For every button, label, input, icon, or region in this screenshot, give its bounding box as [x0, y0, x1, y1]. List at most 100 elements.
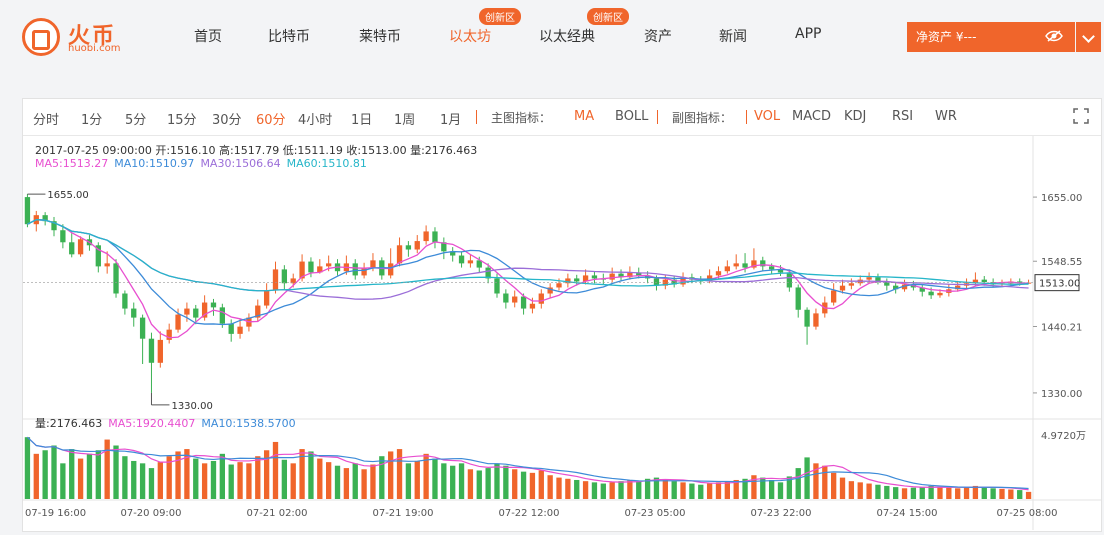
- volume-bar: [768, 479, 775, 499]
- volume-bar: [281, 459, 288, 499]
- chevron-down-icon: [1082, 30, 1095, 43]
- candle-body: [751, 260, 757, 268]
- nav-item[interactable]: 以太坊: [449, 29, 491, 45]
- account-dropdown-button[interactable]: [1076, 22, 1101, 52]
- hide-eye-icon[interactable]: [1045, 29, 1063, 43]
- candle-body: [742, 263, 748, 268]
- volume-bar: [928, 485, 934, 499]
- period-tab[interactable]: 1分: [81, 113, 103, 128]
- huobi-logo[interactable]: 火币 huobi.com: [22, 18, 172, 58]
- period-tab[interactable]: 5分: [125, 113, 147, 128]
- period-tab[interactable]: 60分: [256, 113, 286, 128]
- main-indicator-tab[interactable]: MA: [574, 109, 595, 124]
- candle-body: [281, 269, 288, 284]
- time-label: 07-21 02:00: [246, 508, 307, 519]
- candle-body: [804, 309, 810, 327]
- volume-bar: [848, 481, 855, 499]
- candle-body: [157, 339, 163, 363]
- candle-body: [786, 272, 793, 288]
- candle-body: [972, 279, 979, 284]
- time-label: 07-20 09:00: [120, 508, 181, 519]
- period-tab[interactable]: 1周: [394, 113, 416, 128]
- period-tab[interactable]: 1月: [440, 113, 462, 128]
- candle-body: [441, 242, 447, 252]
- sub-indicator-tab[interactable]: VOL: [754, 109, 781, 124]
- volume-bar: [565, 478, 571, 499]
- nav-item[interactable]: 比特币: [268, 29, 310, 45]
- volume-bar: [334, 465, 341, 499]
- candle-body: [95, 245, 101, 267]
- candle-body: [131, 308, 137, 318]
- volume-bar: [33, 453, 39, 499]
- candle-body: [919, 287, 925, 292]
- sub-indicator-tab[interactable]: RSI: [892, 109, 914, 124]
- volume-bar: [955, 488, 961, 499]
- sub-indicator-tab[interactable]: KDJ: [844, 109, 867, 124]
- price-tick-label: 1440.21: [1041, 323, 1082, 334]
- volume-bar: [494, 463, 500, 499]
- innovation-zone-badge: 创新区: [587, 8, 629, 25]
- ma10-line: [27, 219, 1029, 326]
- candle-body: [237, 326, 243, 334]
- candle-body: [458, 255, 465, 264]
- candle-body: [848, 283, 855, 286]
- nav-item[interactable]: 新闻: [719, 29, 747, 45]
- volume-bar: [361, 469, 367, 499]
- nav-item[interactable]: 资产: [644, 29, 672, 45]
- candle-body: [255, 305, 261, 318]
- candle-body: [981, 279, 987, 283]
- volume-bar: [742, 478, 748, 499]
- nav-item[interactable]: 首页: [194, 29, 222, 45]
- nav-item[interactable]: 莱特币: [359, 29, 401, 45]
- fullscreen-icon[interactable]: [1073, 108, 1089, 124]
- volume-bar: [999, 488, 1005, 499]
- candle-body: [317, 266, 323, 273]
- volume-bar: [503, 465, 509, 499]
- candle-body: [219, 307, 225, 324]
- net-assets-button[interactable]: 净资产 ¥---: [907, 22, 1075, 52]
- main-indicator-tab[interactable]: BOLL: [615, 109, 649, 124]
- candle-body: [1025, 282, 1032, 284]
- candle-body: [272, 269, 279, 291]
- period-tab[interactable]: 30分: [212, 113, 242, 128]
- sub-indicator-tab[interactable]: MACD: [792, 109, 831, 124]
- period-tab[interactable]: 4小时: [298, 113, 333, 128]
- time-label: 07-25 08:00: [996, 508, 1057, 519]
- nav-item[interactable]: APP: [795, 26, 822, 42]
- volume-bar: [193, 458, 199, 499]
- volume-bar: [875, 484, 881, 499]
- candle-body: [609, 273, 615, 280]
- period-tab[interactable]: 分时: [33, 113, 60, 128]
- volume-bar: [458, 463, 465, 499]
- volume-bar: [379, 456, 385, 499]
- volume-ma10-line: [27, 436, 1029, 490]
- volume-bar: [139, 463, 146, 499]
- volume-bar: [636, 481, 642, 499]
- ma-legend-item: MA60:1510.81: [287, 157, 367, 170]
- period-tab[interactable]: 1日: [351, 113, 373, 128]
- volume-bar: [591, 482, 598, 499]
- volume-bar: [441, 463, 447, 499]
- sub-indicator-tab[interactable]: WR: [935, 109, 957, 124]
- price-tick-label: 1548.55: [1041, 257, 1082, 268]
- candle-body: [582, 275, 589, 282]
- volume-bar: [893, 487, 899, 499]
- candle-body: [529, 303, 536, 309]
- candle-body: [662, 279, 668, 286]
- volume-bar: [122, 456, 128, 499]
- nav-item[interactable]: 以太经典: [539, 29, 595, 45]
- period-tab[interactable]: 15分: [167, 113, 197, 128]
- kline-chart[interactable]: 2017-07-25 09:00:00 开:1516.10 高:1517.79 …: [23, 136, 1101, 530]
- volume-bar: [317, 458, 323, 499]
- candle-body: [503, 293, 509, 303]
- volume-bar: [884, 485, 890, 499]
- volume-bar: [822, 465, 828, 499]
- volume-legend-item: 量:2176.463: [35, 417, 102, 430]
- volume-bar: [698, 484, 704, 499]
- volume-bar: [689, 483, 695, 499]
- min-price-label: 1330.00: [171, 401, 212, 412]
- volume-bar: [981, 487, 987, 499]
- volume-bar: [813, 463, 819, 499]
- candle-body: [884, 281, 890, 286]
- volume-bar: [627, 479, 633, 499]
